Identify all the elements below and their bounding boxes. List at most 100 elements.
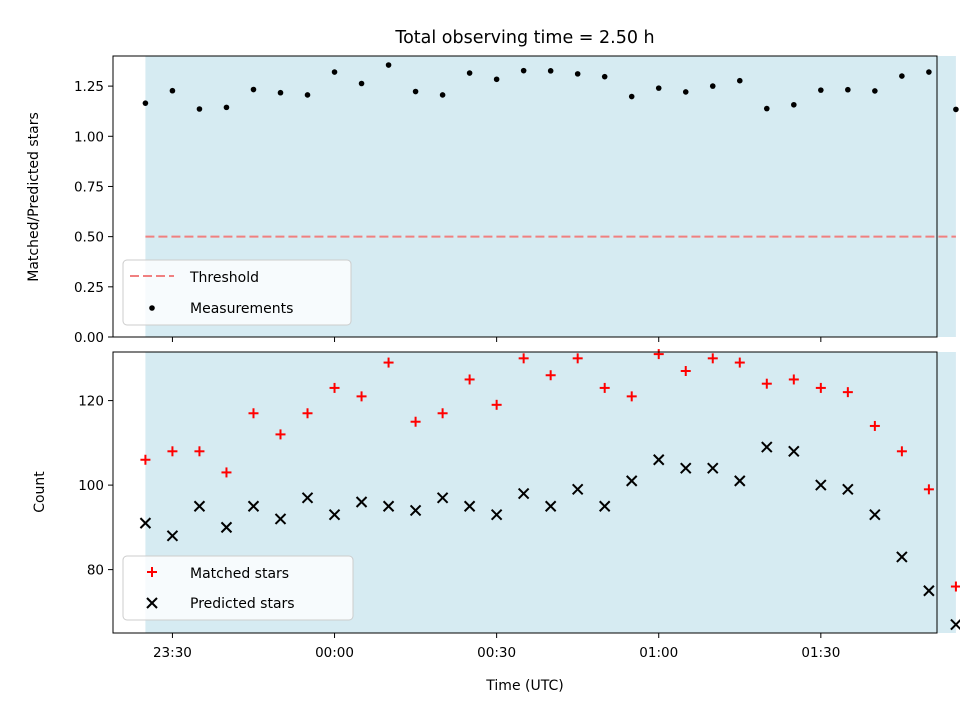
measurement-point — [763, 105, 770, 112]
matched-star-point — [599, 382, 610, 393]
ratio-y-tick-label: 0.00 — [74, 330, 104, 346]
matched-star-point — [815, 382, 826, 393]
predicted-star-points — [139, 441, 960, 631]
matched-star-point — [896, 446, 907, 457]
predicted-star-point — [653, 454, 665, 466]
measurement-point — [196, 106, 203, 112]
measurement-point — [358, 80, 365, 87]
matched-star-point — [140, 454, 151, 465]
measurement-point — [547, 68, 554, 74]
ratio-y-tick-label: 0.50 — [74, 230, 104, 246]
predicted-star-point — [355, 496, 368, 508]
predicted-star-point — [734, 475, 746, 487]
matched-star-point — [167, 446, 178, 457]
measurement-point — [223, 104, 230, 111]
measurement-point — [655, 85, 662, 91]
ratio-y-tick-label: 1.25 — [74, 79, 104, 95]
predicted-star-point — [571, 483, 584, 496]
matched-star-point — [734, 357, 745, 368]
legend-measurements-swatch — [149, 305, 155, 311]
ratio-y-axis-label: Matched/Predicted stars — [26, 112, 42, 282]
ratio-y-axis: 0.00 0.25 0.50 0.75 1.00 1.25 — [74, 79, 113, 346]
x-tick-label: 01:30 — [801, 645, 840, 661]
matched-star-point — [680, 366, 691, 377]
predicted-star-point — [788, 445, 800, 458]
matched-star-point — [410, 416, 421, 427]
predicted-star-point — [409, 504, 422, 517]
matched-star-point — [788, 374, 799, 385]
count-panel: 80 100 120 23:30 00:00 00:30 01:00 01:30 Count… — [32, 349, 960, 694]
predicted-star-point — [707, 462, 719, 474]
measurement-point — [709, 83, 716, 89]
measurement-point — [169, 87, 176, 94]
ratio-panel-frame — [112, 55, 938, 338]
x-axis-label: Time (UTC) — [485, 678, 563, 694]
count-y-axis-label: Count — [32, 471, 48, 513]
measurement-point — [818, 87, 824, 93]
predicted-star-point — [274, 513, 287, 525]
x-tick-label: 00:30 — [477, 645, 516, 661]
count-y-axis: 80 100 120 — [78, 394, 113, 579]
measurement-point — [277, 89, 284, 96]
ratio-x-ticks — [171, 337, 822, 342]
matched-star-point — [302, 408, 313, 419]
predicted-star-point — [598, 500, 611, 512]
predicted-star-point — [301, 492, 314, 504]
ratio-legend-box — [122, 259, 352, 326]
matched-star-point — [221, 467, 232, 478]
matched-star-point — [545, 370, 556, 381]
chart-title: Total observing time = 2.50 h — [394, 28, 654, 48]
matched-star-point — [923, 484, 934, 495]
measurement-point — [899, 73, 905, 79]
predicted-star-point — [328, 508, 341, 521]
predicted-star-point — [463, 500, 476, 512]
measurement-point — [466, 70, 473, 76]
predicted-star-point — [869, 508, 881, 521]
matched-star-point — [707, 353, 718, 364]
matched-star-point — [437, 408, 448, 419]
predicted-star-point — [680, 462, 692, 474]
time-x-axis: 23:30 00:00 00:30 01:00 01:30 — [153, 633, 840, 661]
count-legend-box — [122, 555, 354, 621]
matched-star-point — [356, 391, 367, 402]
measurement-point — [250, 86, 257, 93]
measurement-point — [331, 69, 338, 75]
predicted-star-point — [517, 487, 530, 500]
predicted-star-point — [193, 500, 206, 512]
x-tick-label: 23:30 — [153, 645, 192, 661]
predicted-star-point — [896, 551, 908, 563]
matched-star-point — [518, 353, 529, 364]
measurement-point — [412, 88, 419, 95]
predicted-star-point — [139, 517, 152, 529]
legend-measurements-label: Measurements — [190, 301, 293, 317]
measurement-point — [574, 71, 581, 77]
ratio-y-tick-label: 0.75 — [74, 179, 104, 195]
predicted-star-point — [166, 530, 179, 542]
matched-star-point — [761, 378, 772, 389]
measurement-point — [601, 73, 608, 80]
measurement-point — [628, 93, 635, 100]
matched-star-point — [653, 349, 664, 360]
matched-star-point — [491, 399, 502, 410]
legend-predicted-label: Predicted stars — [190, 596, 295, 612]
predicted-star-point — [842, 483, 854, 496]
measurement-point — [493, 76, 500, 83]
legend-matched-swatch — [147, 567, 157, 577]
matched-star-point — [329, 382, 340, 393]
measurement-point — [953, 106, 959, 113]
legend-threshold-label: Threshold — [189, 270, 259, 286]
predicted-star-point — [220, 521, 233, 534]
count-y-tick-label: 120 — [78, 394, 104, 410]
predicted-star-point — [923, 585, 935, 597]
ratio-y-tick-label: 0.25 — [74, 280, 104, 296]
matched-star-point — [383, 357, 394, 368]
predicted-star-point — [626, 475, 638, 487]
ratio-y-tick-label: 1.00 — [74, 129, 104, 145]
measurement-point — [736, 77, 743, 84]
predicted-star-point — [544, 500, 557, 512]
matched-star-point — [275, 429, 286, 440]
measurement-points — [142, 62, 959, 113]
measurement-point — [520, 67, 527, 74]
measurement-point — [304, 92, 311, 98]
